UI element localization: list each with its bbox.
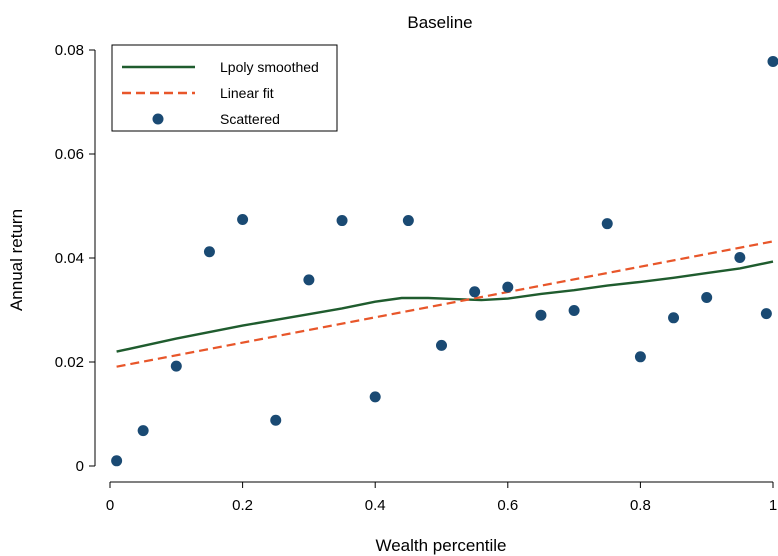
y-tick-label: 0 bbox=[76, 458, 84, 475]
legend-box bbox=[111, 44, 338, 132]
plot-points bbox=[111, 55, 778, 467]
scatter-point bbox=[369, 391, 381, 403]
x-tick-label: 0.8 bbox=[630, 497, 651, 514]
x-tick-label: 0.4 bbox=[365, 497, 386, 514]
scatter-point bbox=[137, 425, 149, 437]
scatter-point bbox=[568, 305, 580, 317]
legend-label: Lpoly smoothed bbox=[220, 59, 319, 75]
y-tick-label: 0.04 bbox=[55, 250, 84, 267]
lpoly-smoothed-line bbox=[116, 260, 774, 353]
scatter-point bbox=[170, 360, 182, 372]
x-tick-label: 0.2 bbox=[232, 497, 253, 514]
plot-lines bbox=[116, 240, 774, 368]
scatter-point bbox=[402, 215, 414, 227]
scatter-point bbox=[336, 215, 348, 227]
scatter-point bbox=[601, 218, 613, 230]
legend: Lpoly smoothed Linear fit Scattered bbox=[111, 44, 338, 132]
scatter-point bbox=[436, 339, 447, 351]
x-tick-label: 0.6 bbox=[497, 497, 518, 514]
scatter-point bbox=[760, 308, 772, 320]
axes: 0 0.02 0.04 0.06 0.08 0 0.2 0.4 0.6 0.8 1 bbox=[55, 42, 777, 514]
x-tick-label: 1 bbox=[769, 497, 777, 514]
scatter-point bbox=[303, 274, 315, 286]
scatter-point bbox=[668, 312, 680, 324]
scatter-point bbox=[111, 455, 123, 467]
x-tick-label: 0 bbox=[106, 497, 114, 514]
scatter-point bbox=[502, 281, 514, 293]
scatter-point bbox=[767, 55, 778, 67]
legend-label: Scattered bbox=[220, 111, 280, 127]
y-tick-label: 0.08 bbox=[55, 42, 84, 59]
scatter-point bbox=[270, 414, 282, 426]
legend-label: Linear fit bbox=[220, 85, 274, 101]
y-axis-title: Annual return bbox=[7, 209, 26, 311]
scatter-point bbox=[237, 214, 249, 226]
scatter-point bbox=[535, 309, 547, 321]
scatter-point bbox=[734, 251, 746, 263]
scatter-point bbox=[203, 246, 215, 258]
y-tick-label: 0.06 bbox=[55, 146, 84, 163]
scatter-point bbox=[701, 292, 713, 304]
y-tick-label: 0.02 bbox=[55, 354, 84, 371]
scatter-point bbox=[634, 351, 646, 363]
legend-swatch-marker bbox=[152, 113, 164, 125]
scatter-point bbox=[469, 286, 481, 298]
chart-title: Baseline bbox=[407, 13, 472, 32]
x-axis-title: Wealth percentile bbox=[375, 536, 506, 555]
